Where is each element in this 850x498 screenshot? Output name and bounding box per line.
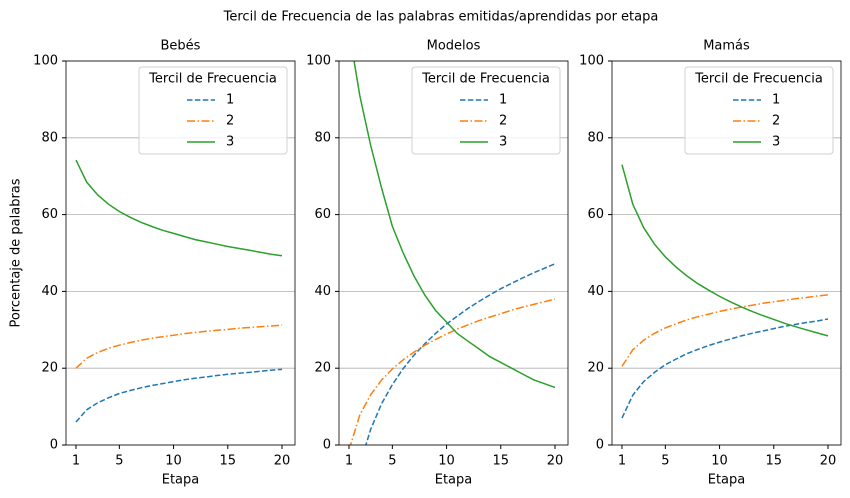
legend-title: Tercil de Frecuencia — [148, 72, 277, 87]
y-tick-label: 60 — [587, 207, 604, 222]
x-tick-label: 15 — [493, 454, 510, 469]
y-tick-label: 40 — [314, 284, 331, 299]
x-tick-label: 20 — [274, 454, 291, 469]
subplot-title: Modelos — [427, 39, 481, 54]
x-axis-label: Etapa — [708, 473, 746, 488]
subplot-title: Bebés — [161, 39, 201, 54]
y-tick-label: 100 — [579, 54, 604, 69]
legend-title: Tercil de Frecuencia — [694, 72, 823, 87]
x-axis-label: Etapa — [435, 473, 473, 488]
x-tick-label: 1 — [618, 454, 626, 469]
y-tick-label: 60 — [314, 207, 331, 222]
line-series — [365, 263, 556, 445]
legend-label: 1 — [226, 93, 234, 108]
x-tick-label: 15 — [220, 454, 237, 469]
y-tick-label: 60 — [41, 207, 58, 222]
axes-frame — [338, 60, 569, 446]
x-tick-label: 5 — [388, 454, 396, 469]
legend-label: 1 — [499, 93, 507, 108]
y-tick-label: 100 — [306, 54, 331, 69]
axes-frame — [65, 60, 296, 446]
x-axis-label: Etapa — [162, 473, 200, 488]
line-series — [349, 298, 556, 445]
x-tick-label: 10 — [438, 454, 455, 469]
line-series — [621, 318, 829, 419]
y-axis-label: Porcentaje de palabras — [9, 178, 24, 327]
x-tick-label: 10 — [711, 454, 728, 469]
y-tick-label: 80 — [314, 130, 331, 145]
legend-label: 3 — [499, 135, 507, 150]
y-tick-label: 20 — [41, 361, 58, 376]
figure-title: Tercil de Frecuencia de las palabras emi… — [223, 10, 659, 25]
x-tick-label: 20 — [547, 454, 564, 469]
legend-title: Tercil de Frecuencia — [421, 72, 550, 87]
legend-box — [411, 66, 561, 155]
x-tick-label: 1 — [72, 454, 80, 469]
legend-label: 3 — [226, 135, 234, 150]
legend-box — [684, 66, 834, 155]
x-tick-label: 10 — [165, 454, 182, 469]
line-series — [621, 164, 829, 337]
legend-label: 1 — [772, 93, 780, 108]
x-tick-label: 1 — [345, 454, 353, 469]
x-tick-label: 15 — [766, 454, 783, 469]
x-tick-label: 5 — [661, 454, 669, 469]
y-tick-label: 20 — [314, 361, 331, 376]
legend-label: 3 — [772, 135, 780, 150]
line-series — [621, 294, 829, 367]
legend-label: 2 — [772, 114, 780, 129]
y-tick-label: 40 — [41, 284, 58, 299]
axes-frame — [611, 60, 842, 446]
y-tick-label: 20 — [587, 361, 604, 376]
y-tick-label: 40 — [587, 284, 604, 299]
legend-label: 2 — [226, 114, 234, 129]
y-tick-label: 80 — [587, 130, 604, 145]
y-tick-label: 100 — [33, 54, 58, 69]
line-series — [353, 61, 556, 389]
line-series — [75, 159, 283, 257]
subplot-title: Mamás — [703, 39, 750, 54]
y-tick-label: 80 — [41, 130, 58, 145]
y-tick-label: 0 — [50, 438, 58, 453]
line-series — [75, 368, 283, 423]
legend-label: 2 — [499, 114, 507, 129]
y-tick-label: 0 — [596, 438, 604, 453]
y-tick-label: 0 — [323, 438, 331, 453]
x-tick-label: 20 — [820, 454, 837, 469]
x-tick-label: 5 — [115, 454, 123, 469]
legend-box — [138, 66, 288, 155]
line-series — [75, 324, 283, 369]
